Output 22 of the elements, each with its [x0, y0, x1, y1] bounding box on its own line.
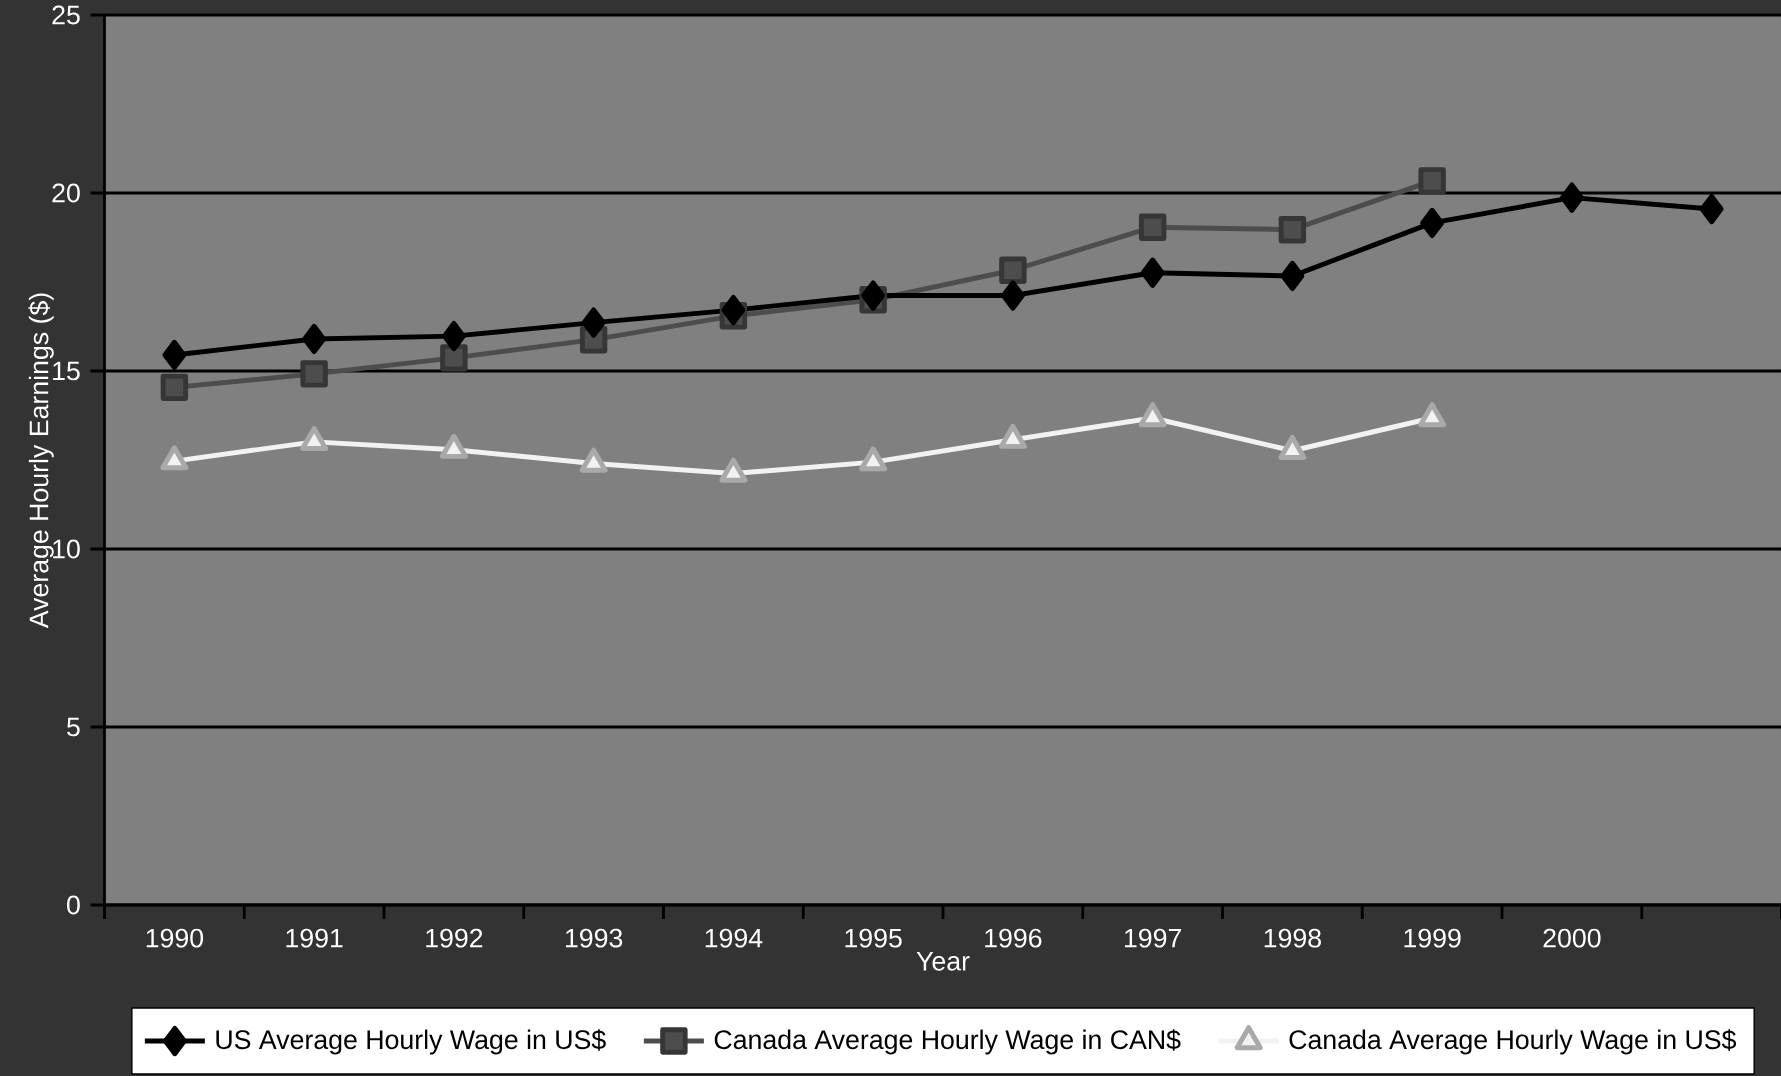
y-axis-title: Average Hourly Earnings ($) — [28, 293, 54, 629]
x-tick-label: 1997 — [1124, 928, 1181, 948]
x-tick-label: 1991 — [286, 928, 343, 948]
y-tick-label: 10 — [53, 539, 80, 559]
x-tick-label: 1996 — [985, 928, 1042, 948]
legend-label: Canada Average Hourly Wage in US$ — [1289, 1029, 1737, 1055]
y-tick-label: 15 — [53, 361, 80, 381]
y-tick-label: 5 — [67, 717, 80, 737]
x-tick-label: 1990 — [146, 928, 204, 948]
x-tick-label: 2000 — [1543, 928, 1601, 948]
x-tick-label: 1992 — [426, 928, 483, 948]
x-tick-label: 1993 — [565, 928, 623, 948]
x-axis-title: Year — [916, 951, 970, 971]
y-tick-label: 0 — [67, 895, 80, 915]
legend-label: US Average Hourly Wage in US$ — [216, 1029, 606, 1055]
y-tick-label: 25 — [52, 5, 80, 25]
y-tick-label: 20 — [52, 183, 80, 203]
x-tick-label: 1999 — [1404, 928, 1461, 948]
x-tick-label: 1998 — [1264, 928, 1321, 948]
x-tick-label: 1994 — [705, 928, 763, 948]
legend-label: Canada Average Hourly Wage in CAN$ — [714, 1029, 1181, 1055]
x-tick-label: 1995 — [845, 928, 902, 948]
